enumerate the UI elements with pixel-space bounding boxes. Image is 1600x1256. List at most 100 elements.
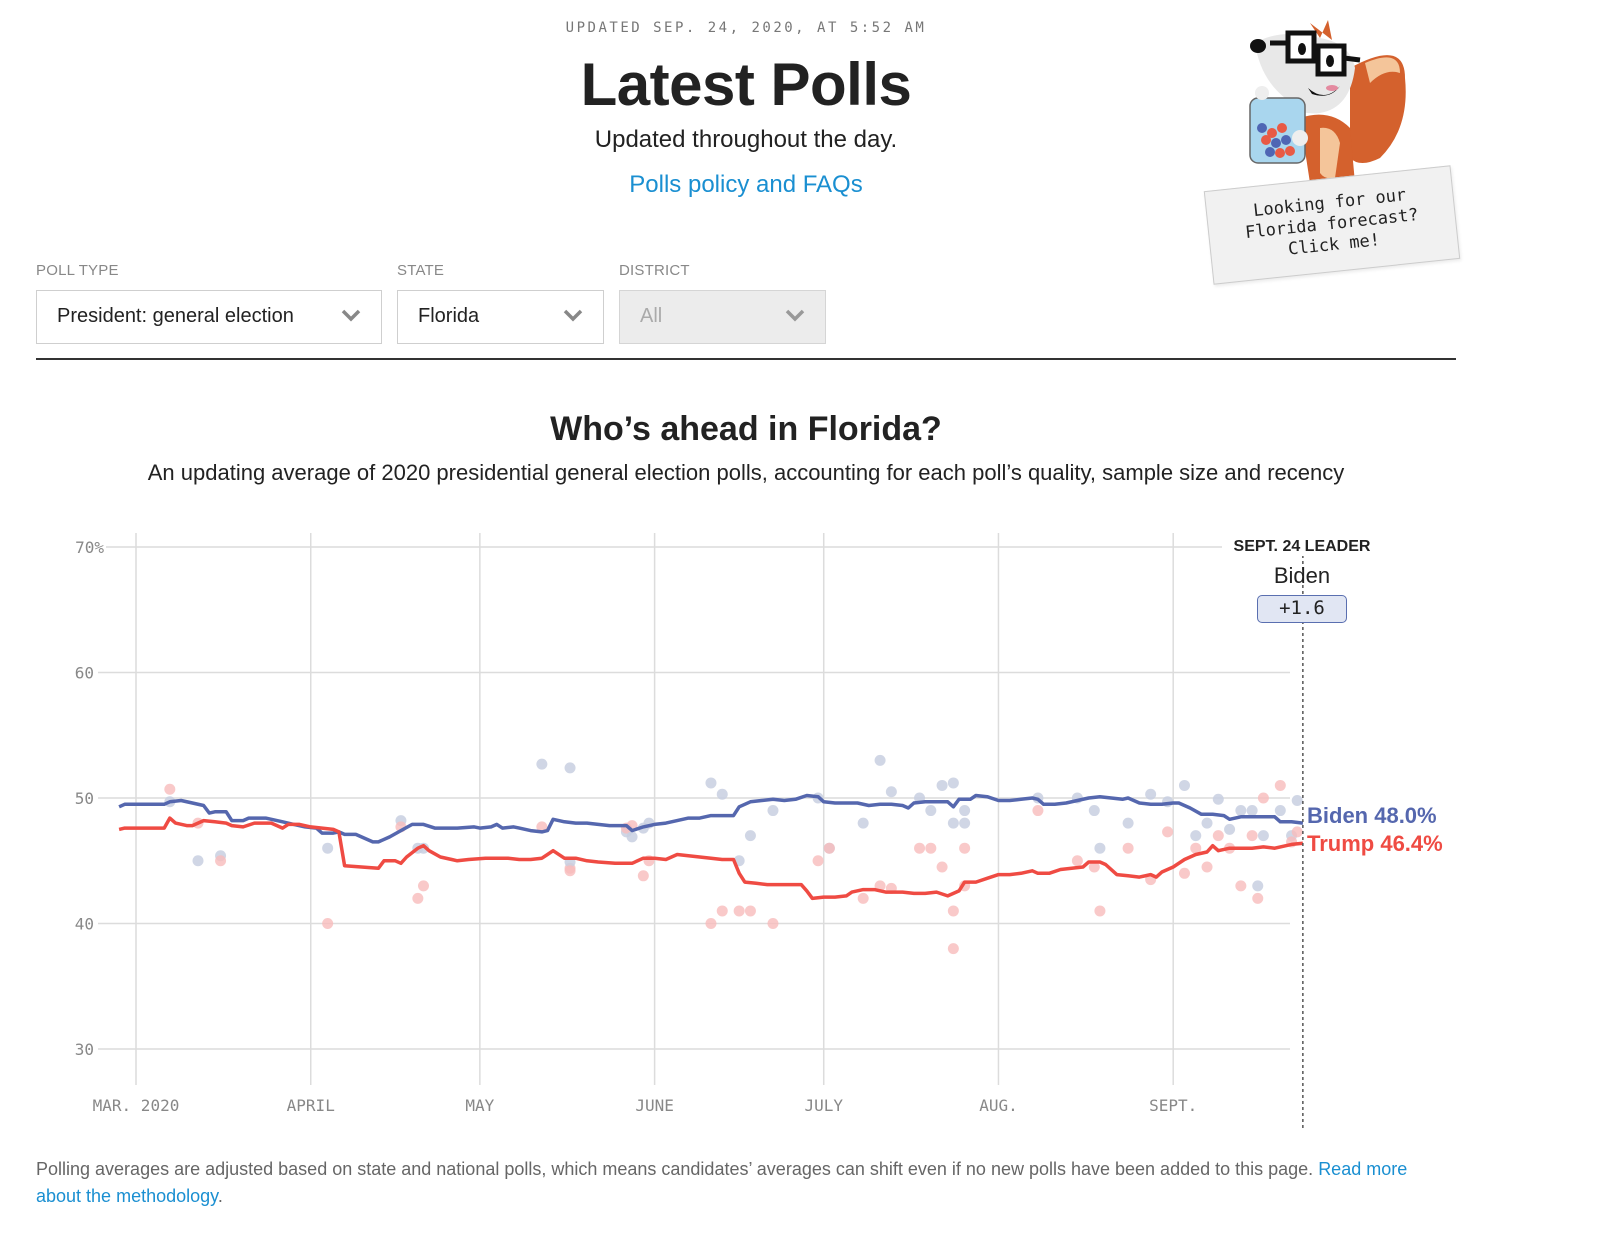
state-select[interactable]: Florida <box>397 290 604 344</box>
trump-poll-dot <box>417 880 429 892</box>
biden-poll-dot <box>536 758 548 770</box>
leader-heading: SEPT. 24 LEADER <box>1222 538 1382 556</box>
leader-name: Biden <box>1273 563 1331 588</box>
y-tick-label: 50 <box>75 789 94 808</box>
biden-poll-dot <box>716 788 728 800</box>
chevron-down-icon <box>563 309 583 322</box>
district-label: DISTRICT <box>619 262 690 279</box>
biden-poll-dot <box>959 817 971 829</box>
trump-poll-dot <box>1178 867 1190 879</box>
x-tick-label: APRIL <box>287 1096 335 1115</box>
poll-type-select[interactable]: President: general election <box>36 290 382 344</box>
y-tick-label: 70% <box>75 538 104 557</box>
trump-poll-dot <box>1246 830 1258 842</box>
trump-poll-dot <box>857 892 869 904</box>
trump-average-line <box>118 816 1304 901</box>
biden-poll-dot <box>885 786 897 798</box>
x-tick-label: SEPT. <box>1149 1096 1197 1115</box>
average-lines <box>118 793 1304 901</box>
x-tick-label: JULY <box>804 1096 843 1115</box>
trump-poll-dot <box>947 943 959 955</box>
footnote-text: Polling averages are adjusted based on s… <box>36 1159 1319 1179</box>
biden-poll-dot <box>744 830 756 842</box>
poll-type-label: POLL TYPE <box>36 262 119 279</box>
biden-poll-dot <box>192 855 204 867</box>
trump-poll-dot <box>564 865 576 877</box>
page-title: Latest Polls <box>580 51 912 118</box>
biden-average-line <box>118 793 1304 844</box>
biden-poll-dot <box>959 805 971 817</box>
trump-poll-dot <box>1032 805 1044 817</box>
leader-margin-badge: +1.6 <box>1257 595 1347 623</box>
biden-poll-dot <box>1190 830 1202 842</box>
district-value: All <box>640 305 663 327</box>
trump-poll-dot <box>744 905 756 917</box>
polls-policy-link[interactable]: Polls policy and FAQs <box>0 171 1492 199</box>
biden-poll-dot <box>705 777 717 789</box>
trump-poll-dot <box>1291 826 1303 838</box>
trump-poll-dot <box>215 855 227 867</box>
biden-poll-dot <box>1252 880 1264 892</box>
trump-poll-dot <box>1201 861 1213 873</box>
trump-poll-dot <box>733 905 745 917</box>
y-tick-label: 30 <box>75 1040 94 1059</box>
biden-poll-dot <box>1257 830 1269 842</box>
polls-policy-link-text[interactable]: Polls policy and FAQs <box>629 171 863 198</box>
chevron-down-icon <box>341 309 361 322</box>
trump-poll-dot <box>914 842 926 854</box>
poll-type-value: President: general election <box>57 305 294 327</box>
x-gridlines <box>135 533 1174 1085</box>
biden-end-label: Biden 48.0% <box>1307 803 1437 828</box>
trump-poll-dot <box>947 905 959 917</box>
biden-poll-dot <box>1291 795 1303 807</box>
y-tick-label: 40 <box>75 915 94 934</box>
trump-poll-dot <box>959 842 971 854</box>
trump-poll-dot <box>812 855 824 867</box>
fox-mascot-illustration[interactable] <box>1200 8 1470 298</box>
trump-poll-dot <box>1122 842 1134 854</box>
y-axis-labels: 30 40 50 60 70% <box>75 538 105 1059</box>
methodology-link[interactable]: Read more about the methodology <box>36 1159 1408 1206</box>
biden-poll-dot <box>1224 823 1236 835</box>
chart-title: Who’s ahead in Florida? <box>550 410 942 448</box>
biden-poll-dot <box>1235 805 1247 817</box>
biden-poll-dot <box>767 805 779 817</box>
biden-poll-dot <box>857 817 869 829</box>
trump-poll-dot <box>322 918 334 929</box>
district-select[interactable]: All <box>619 290 826 344</box>
state-value: Florida <box>418 305 480 327</box>
biden-poll-dot <box>1122 817 1134 829</box>
fox-tail <box>1350 55 1406 164</box>
trump-poll-dot <box>1235 880 1247 892</box>
biden-poll-dot <box>1274 805 1286 817</box>
biden-poll-dot <box>947 777 959 789</box>
biden-poll-dot <box>564 762 576 774</box>
footnote-end: . <box>217 1186 223 1206</box>
chevron-down-icon <box>785 309 805 322</box>
polling-average-chart[interactable]: 30 40 50 60 70% MAR. 2020 APRIL MAY JUNE JULY AUG… <box>0 520 1600 1140</box>
x-tick-label: JUNE <box>635 1096 674 1115</box>
trump-poll-dot <box>705 918 717 929</box>
x-axis-labels: MAR. 2020 APRIL MAY JUNE JULY AUG. SEPT. <box>93 1096 1198 1115</box>
trump-poll-dot <box>925 842 937 854</box>
x-tick-label: MAR. 2020 <box>93 1096 180 1115</box>
trump-poll-dot <box>1274 779 1286 791</box>
state-label: STATE <box>397 262 445 279</box>
biden-poll-dot <box>936 779 948 791</box>
methodology-footnote: Polling averages are adjusted based on s… <box>36 1156 1456 1210</box>
biden-poll-dot <box>322 842 334 854</box>
trump-end-label: Trump 46.4% <box>1307 831 1443 856</box>
section-divider <box>36 358 1456 360</box>
biden-poll-dot <box>1094 842 1106 854</box>
trump-poll-dot <box>1162 826 1174 838</box>
trump-poll-dot <box>1071 855 1083 867</box>
biden-poll-dot <box>1201 817 1213 829</box>
biden-poll-dot <box>1145 788 1157 800</box>
x-tick-label: MAY <box>465 1096 494 1115</box>
updated-timestamp: UPDATED SEP. 24, 2020, AT 5:52 AM <box>565 20 927 36</box>
trump-poll-dot <box>637 870 649 882</box>
biden-poll-dot <box>925 805 937 817</box>
biden-poll-dot <box>874 754 886 766</box>
biden-poll-dot <box>1088 805 1100 817</box>
biden-poll-dot <box>947 817 959 829</box>
